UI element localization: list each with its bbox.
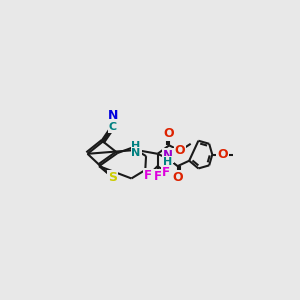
Text: N: N bbox=[108, 109, 118, 122]
Text: H: H bbox=[131, 141, 141, 151]
Text: H: H bbox=[163, 157, 172, 166]
Text: N: N bbox=[163, 149, 172, 162]
Text: O: O bbox=[172, 171, 183, 184]
Text: C: C bbox=[109, 122, 117, 132]
Text: F: F bbox=[154, 170, 162, 183]
Text: N: N bbox=[131, 148, 141, 158]
Text: S: S bbox=[108, 171, 117, 184]
Text: O: O bbox=[217, 148, 228, 161]
Text: F: F bbox=[162, 166, 170, 179]
Text: F: F bbox=[144, 169, 152, 182]
Text: O: O bbox=[175, 144, 185, 157]
Text: O: O bbox=[164, 127, 175, 140]
